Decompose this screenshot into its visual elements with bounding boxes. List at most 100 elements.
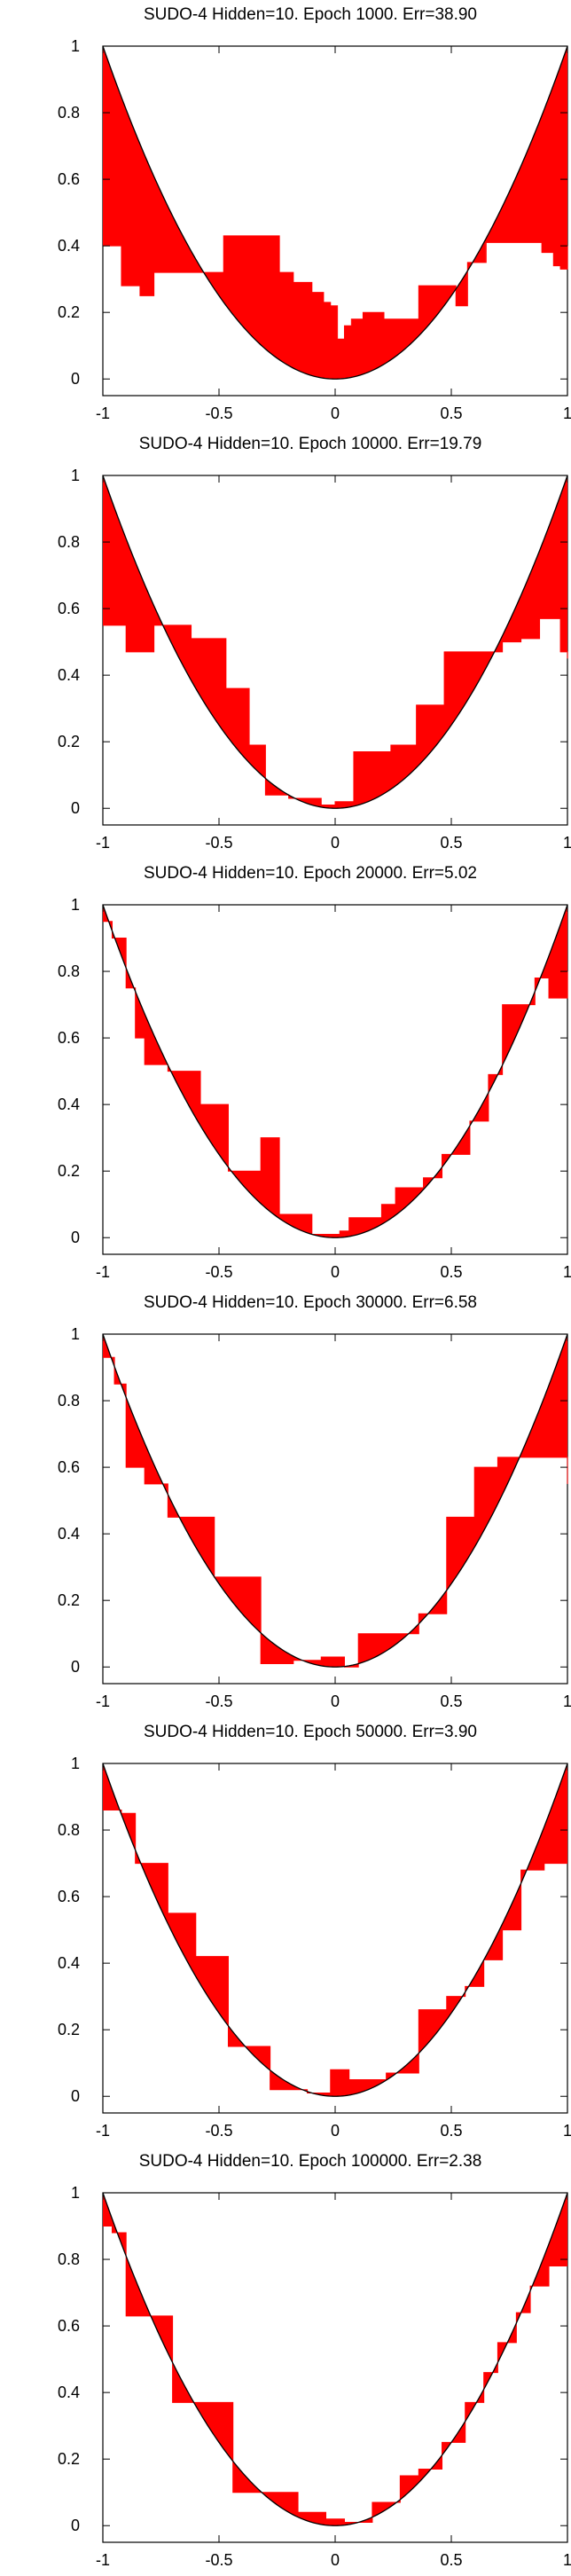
- y-tick-label: 0.8: [58, 2250, 80, 2268]
- chart-panel: SUDO-4 Hidden=10. Epoch 100000. Err=2.38…: [0, 2147, 571, 2576]
- x-tick-label: 0.5: [440, 404, 462, 422]
- chart-panel: SUDO-4 Hidden=10. Epoch 20000. Err=5.02 0…: [0, 859, 571, 1288]
- error-fill-area: [103, 906, 567, 1238]
- x-tick-label: 0.5: [440, 834, 462, 852]
- y-tick-label: 0.2: [58, 2021, 80, 2038]
- chart-title: SUDO-4 Hidden=10. Epoch 50000. Err=3.90: [143, 1723, 477, 1741]
- y-tick-label: 0.4: [58, 666, 80, 684]
- target-curve-line: [102, 904, 568, 1238]
- y-tick-label: 0.6: [58, 1029, 80, 1047]
- x-tick-label: -0.5: [205, 1263, 232, 1281]
- x-tick-label: 1: [563, 834, 571, 852]
- chart-title: SUDO-4 Hidden=10. Epoch 20000. Err=5.02: [143, 864, 477, 883]
- chart-panel: SUDO-4 Hidden=10. Epoch 10000. Err=19.79…: [0, 429, 571, 859]
- approximation-line: [103, 2226, 567, 2523]
- y-tick-label: 0.4: [58, 1525, 80, 1543]
- target-curve-line: [102, 1763, 568, 2097]
- target-curve-line: [102, 1333, 568, 1668]
- x-tick-label: 0.5: [440, 2122, 462, 2140]
- x-tick-label: -0.5: [205, 834, 232, 852]
- approximation-line: [103, 1356, 568, 1668]
- chart-svg: 0 0.2 0.4 0.6 0.8 1 -1 -0.5 0 0.5 1: [58, 2184, 571, 2569]
- x-tick-label: 0: [331, 404, 340, 422]
- error-fill-area: [103, 47, 567, 380]
- approximation-line: [103, 1810, 567, 2093]
- x-tick-label: 0.5: [440, 2551, 462, 2569]
- y-tick-label: 1: [71, 1325, 80, 1343]
- y-tick-label: 0.8: [58, 962, 80, 980]
- target-curve-line: [102, 2192, 568, 2526]
- y-tick-label: 0: [71, 1229, 80, 1246]
- x-tick-label: 1: [563, 1692, 571, 1710]
- y-tick-label: 0.4: [58, 1954, 80, 1972]
- approximation-line: [103, 617, 568, 805]
- error-fill-area: [103, 1335, 567, 1668]
- x-tick-label: -1: [96, 404, 110, 422]
- x-tick-label: -1: [96, 1263, 110, 1281]
- chart-svg: 0 0.2 0.4 0.6 0.8 1 -1 -0.5 0 0.5 1: [58, 896, 571, 1281]
- x-tick-label: 0: [331, 1263, 340, 1281]
- x-tick-label: 0.5: [440, 1263, 462, 1281]
- x-tick-label: 0: [331, 834, 340, 852]
- y-tick-label: 0.2: [58, 1591, 80, 1609]
- y-tick-label: 0.6: [58, 170, 80, 188]
- y-tick-label: 0.8: [58, 1821, 80, 1839]
- x-tick-label: 0: [331, 1692, 340, 1710]
- x-tick-label: -0.5: [205, 2122, 232, 2140]
- chart-svg: 0 0.2 0.4 0.6 0.8 1 -1 -0.5 0 0.5 1: [58, 467, 571, 852]
- chart-panel: SUDO-4 Hidden=10. Epoch 50000. Err=3.90 0…: [0, 1717, 571, 2147]
- chart-title: SUDO-4 Hidden=10. Epoch 1000. Err=38.90: [143, 5, 477, 24]
- chart-svg: 0 0.2 0.4 0.6 0.8 1 -1 -0.5 0 0.5 1: [58, 1755, 571, 2140]
- x-tick-label: 0: [331, 2122, 340, 2140]
- y-tick-label: 0.2: [58, 733, 80, 750]
- y-tick-label: 0.4: [58, 2384, 80, 2401]
- x-tick-label: 0: [331, 2551, 340, 2569]
- x-tick-label: -0.5: [205, 404, 232, 422]
- x-tick-label: -1: [96, 2122, 110, 2140]
- chart-svg: 0 0.2 0.4 0.6 0.8 1 -1 -0.5 0 0.5 1: [58, 1325, 571, 1710]
- x-tick-label: -0.5: [205, 1692, 232, 1710]
- y-tick-label: 1: [71, 1755, 80, 1772]
- chart-svg: 0 0.2 0.4 0.6 0.8 1 -1 -0.5 0 0.5 1: [58, 37, 571, 422]
- x-tick-label: 1: [563, 1263, 571, 1281]
- y-tick-label: 1: [71, 896, 80, 914]
- y-tick-label: 1: [71, 37, 80, 55]
- x-tick-label: 1: [563, 404, 571, 422]
- approximation-line: [103, 235, 568, 340]
- y-tick-label: 0: [71, 799, 80, 817]
- chart-panel: SUDO-4 Hidden=10. Epoch 30000. Err=6.58 0…: [0, 1288, 571, 1717]
- error-fill-area: [103, 1764, 567, 2097]
- y-tick-label: 1: [71, 2184, 80, 2202]
- x-tick-label: -1: [96, 2551, 110, 2569]
- x-tick-label: -1: [96, 834, 110, 852]
- y-tick-label: 0.2: [58, 1162, 80, 1180]
- x-tick-label: -0.5: [205, 2551, 232, 2569]
- y-tick-label: 0.8: [58, 1392, 80, 1410]
- y-tick-label: 0: [71, 1658, 80, 1676]
- y-tick-label: 0.4: [58, 237, 80, 255]
- chart-title: SUDO-4 Hidden=10. Epoch 10000. Err=19.79: [138, 435, 482, 453]
- y-tick-label: 1: [71, 467, 80, 484]
- x-tick-label: -1: [96, 1692, 110, 1710]
- plot-frame: [102, 904, 568, 1255]
- error-fill-area: [103, 476, 567, 809]
- y-tick-label: 0.8: [58, 533, 80, 551]
- target-curve-line: [102, 45, 568, 380]
- y-tick-label: 0.8: [58, 104, 80, 122]
- y-tick-label: 0.2: [58, 303, 80, 321]
- x-tick-label: 0.5: [440, 1692, 462, 1710]
- target-curve-line: [102, 475, 568, 809]
- y-tick-label: 0.6: [58, 2317, 80, 2335]
- y-tick-label: 0: [71, 2087, 80, 2105]
- y-tick-label: 0.6: [58, 1888, 80, 1905]
- y-tick-label: 0.4: [58, 1096, 80, 1113]
- chart-panel: SUDO-4 Hidden=10. Epoch 1000. Err=38.90 0…: [0, 0, 571, 429]
- chart-title: SUDO-4 Hidden=10. Epoch 30000. Err=6.58: [143, 1293, 477, 1312]
- y-tick-label: 0: [71, 2517, 80, 2534]
- approximation-line: [103, 921, 568, 1235]
- y-tick-label: 0.6: [58, 1458, 80, 1476]
- y-tick-label: 0.2: [58, 2450, 80, 2468]
- y-tick-label: 0: [71, 370, 80, 388]
- y-tick-label: 0.6: [58, 600, 80, 617]
